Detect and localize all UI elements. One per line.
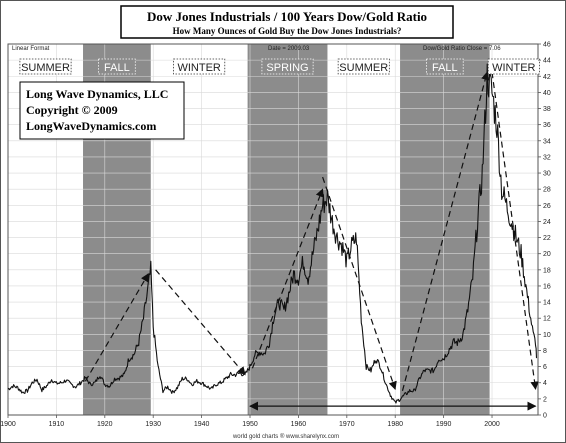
trend-arrow-5	[401, 71, 490, 391]
close-label: Dow/Gold Ratio Close = 7.06	[423, 46, 501, 52]
season-label-spring-3: SPRING	[266, 62, 308, 74]
x-tick-label-1920: 1920	[97, 421, 113, 428]
season-label-box-4	[337, 58, 390, 75]
x-tick-label-1990: 1990	[436, 421, 452, 428]
trend-arrow-4	[322, 176, 397, 390]
y-tick-label-34: 34	[543, 138, 551, 145]
y-tick-label-18: 18	[543, 267, 551, 274]
copyright-line-company: Long Wave Dynamics, LLC	[26, 87, 168, 101]
x-tick-label-1960: 1960	[291, 421, 307, 428]
date-label: Date = 2009.03	[268, 46, 310, 52]
season-label-winter-6: WINTER	[492, 62, 535, 74]
y-tick-label-40: 40	[543, 90, 551, 97]
trend-arrow-2	[155, 269, 246, 376]
title-box	[120, 5, 454, 39]
season-label-fall-1: FALL	[104, 62, 130, 74]
y-tick-label-46: 46	[543, 42, 551, 49]
y-tick-label-44: 44	[543, 58, 551, 65]
y-tick-label-14: 14	[543, 300, 551, 307]
y-tick-label-42: 42	[543, 74, 551, 81]
trend-arrow-1	[84, 273, 149, 382]
chart-subtitle: How Many Ounces of Gold Buy the Dow Jone…	[173, 26, 402, 36]
season-labels: SUMMER FALL WINTER SPRING SUMMER FALL WINTER	[19, 58, 540, 75]
series-layer	[7, 63, 538, 404]
plot-border	[7, 43, 539, 416]
season-label-box-1	[98, 58, 136, 75]
y-tick-label-0: 0	[543, 413, 547, 420]
season-label-summer-4: SUMMER	[339, 62, 388, 74]
x-tick-label-1980: 1980	[387, 421, 403, 428]
y-axis-ticks: 0246810121416182022242628303234363840424…	[538, 42, 551, 420]
season-label-box-3	[261, 58, 314, 75]
season-band-fall-5	[400, 44, 490, 415]
y-tick-label-20: 20	[543, 251, 551, 258]
x-tick-label-1970: 1970	[339, 421, 355, 428]
y-tick-label-2: 2	[543, 396, 547, 403]
linear-format-label: Linear Format	[12, 46, 50, 52]
x-tick-label-1950: 1950	[242, 421, 258, 428]
x-tick-label-1940: 1940	[194, 421, 210, 428]
x-axis-ticks: 1900 1910 1920 1930 1940 1950 1960 1970 1980 1990…	[0, 415, 500, 428]
y-tick-label-26: 26	[543, 203, 551, 210]
y-tick-label-32: 32	[543, 154, 551, 161]
season-label-box-2	[173, 58, 226, 75]
x-tick-label-2000: 2000	[484, 421, 500, 428]
trend-arrow-6	[491, 72, 539, 391]
x-tick-label-1930: 1930	[145, 421, 161, 428]
dow-gold-ratio-line	[7, 63, 538, 404]
y-tick-label-22: 22	[543, 235, 551, 242]
y-tick-label-8: 8	[543, 348, 547, 355]
x-tick-label-1910: 1910	[49, 421, 65, 428]
y-tick-label-6: 6	[543, 364, 547, 371]
season-label-box-0	[19, 58, 72, 75]
x-tick-label-1900: 1900	[0, 421, 16, 428]
trend-arrows	[84, 71, 539, 411]
y-tick-label-12: 12	[543, 316, 551, 323]
y-tick-label-24: 24	[543, 219, 551, 226]
chart-title: Dow Jones Industrials / 100 Years Dow/Go…	[147, 9, 427, 24]
footer-credit: world gold charts ® www.sharelynx.com	[232, 433, 339, 440]
y-tick-label-4: 4	[543, 380, 547, 387]
copyright-line-year: Copyright © 2009	[26, 103, 118, 117]
copyright-line-website: LongWaveDynamics.com	[26, 119, 156, 133]
season-label-fall-5: FALL	[432, 62, 458, 74]
trend-arrow-3	[251, 188, 324, 369]
y-tick-label-28: 28	[543, 187, 551, 194]
y-tick-label-38: 38	[543, 106, 551, 113]
season-label-summer-0: SUMMER	[21, 62, 70, 74]
y-tick-label-36: 36	[543, 122, 551, 129]
y-tick-label-10: 10	[543, 332, 551, 339]
y-tick-label-16: 16	[543, 283, 551, 290]
season-band-spring-3	[247, 44, 328, 415]
copyright-box	[19, 81, 185, 140]
season-label-box-6	[487, 58, 540, 75]
season-label-winter-2: WINTER	[177, 62, 220, 74]
season-label-box-5	[426, 58, 464, 75]
y-tick-label-30: 30	[543, 171, 551, 178]
